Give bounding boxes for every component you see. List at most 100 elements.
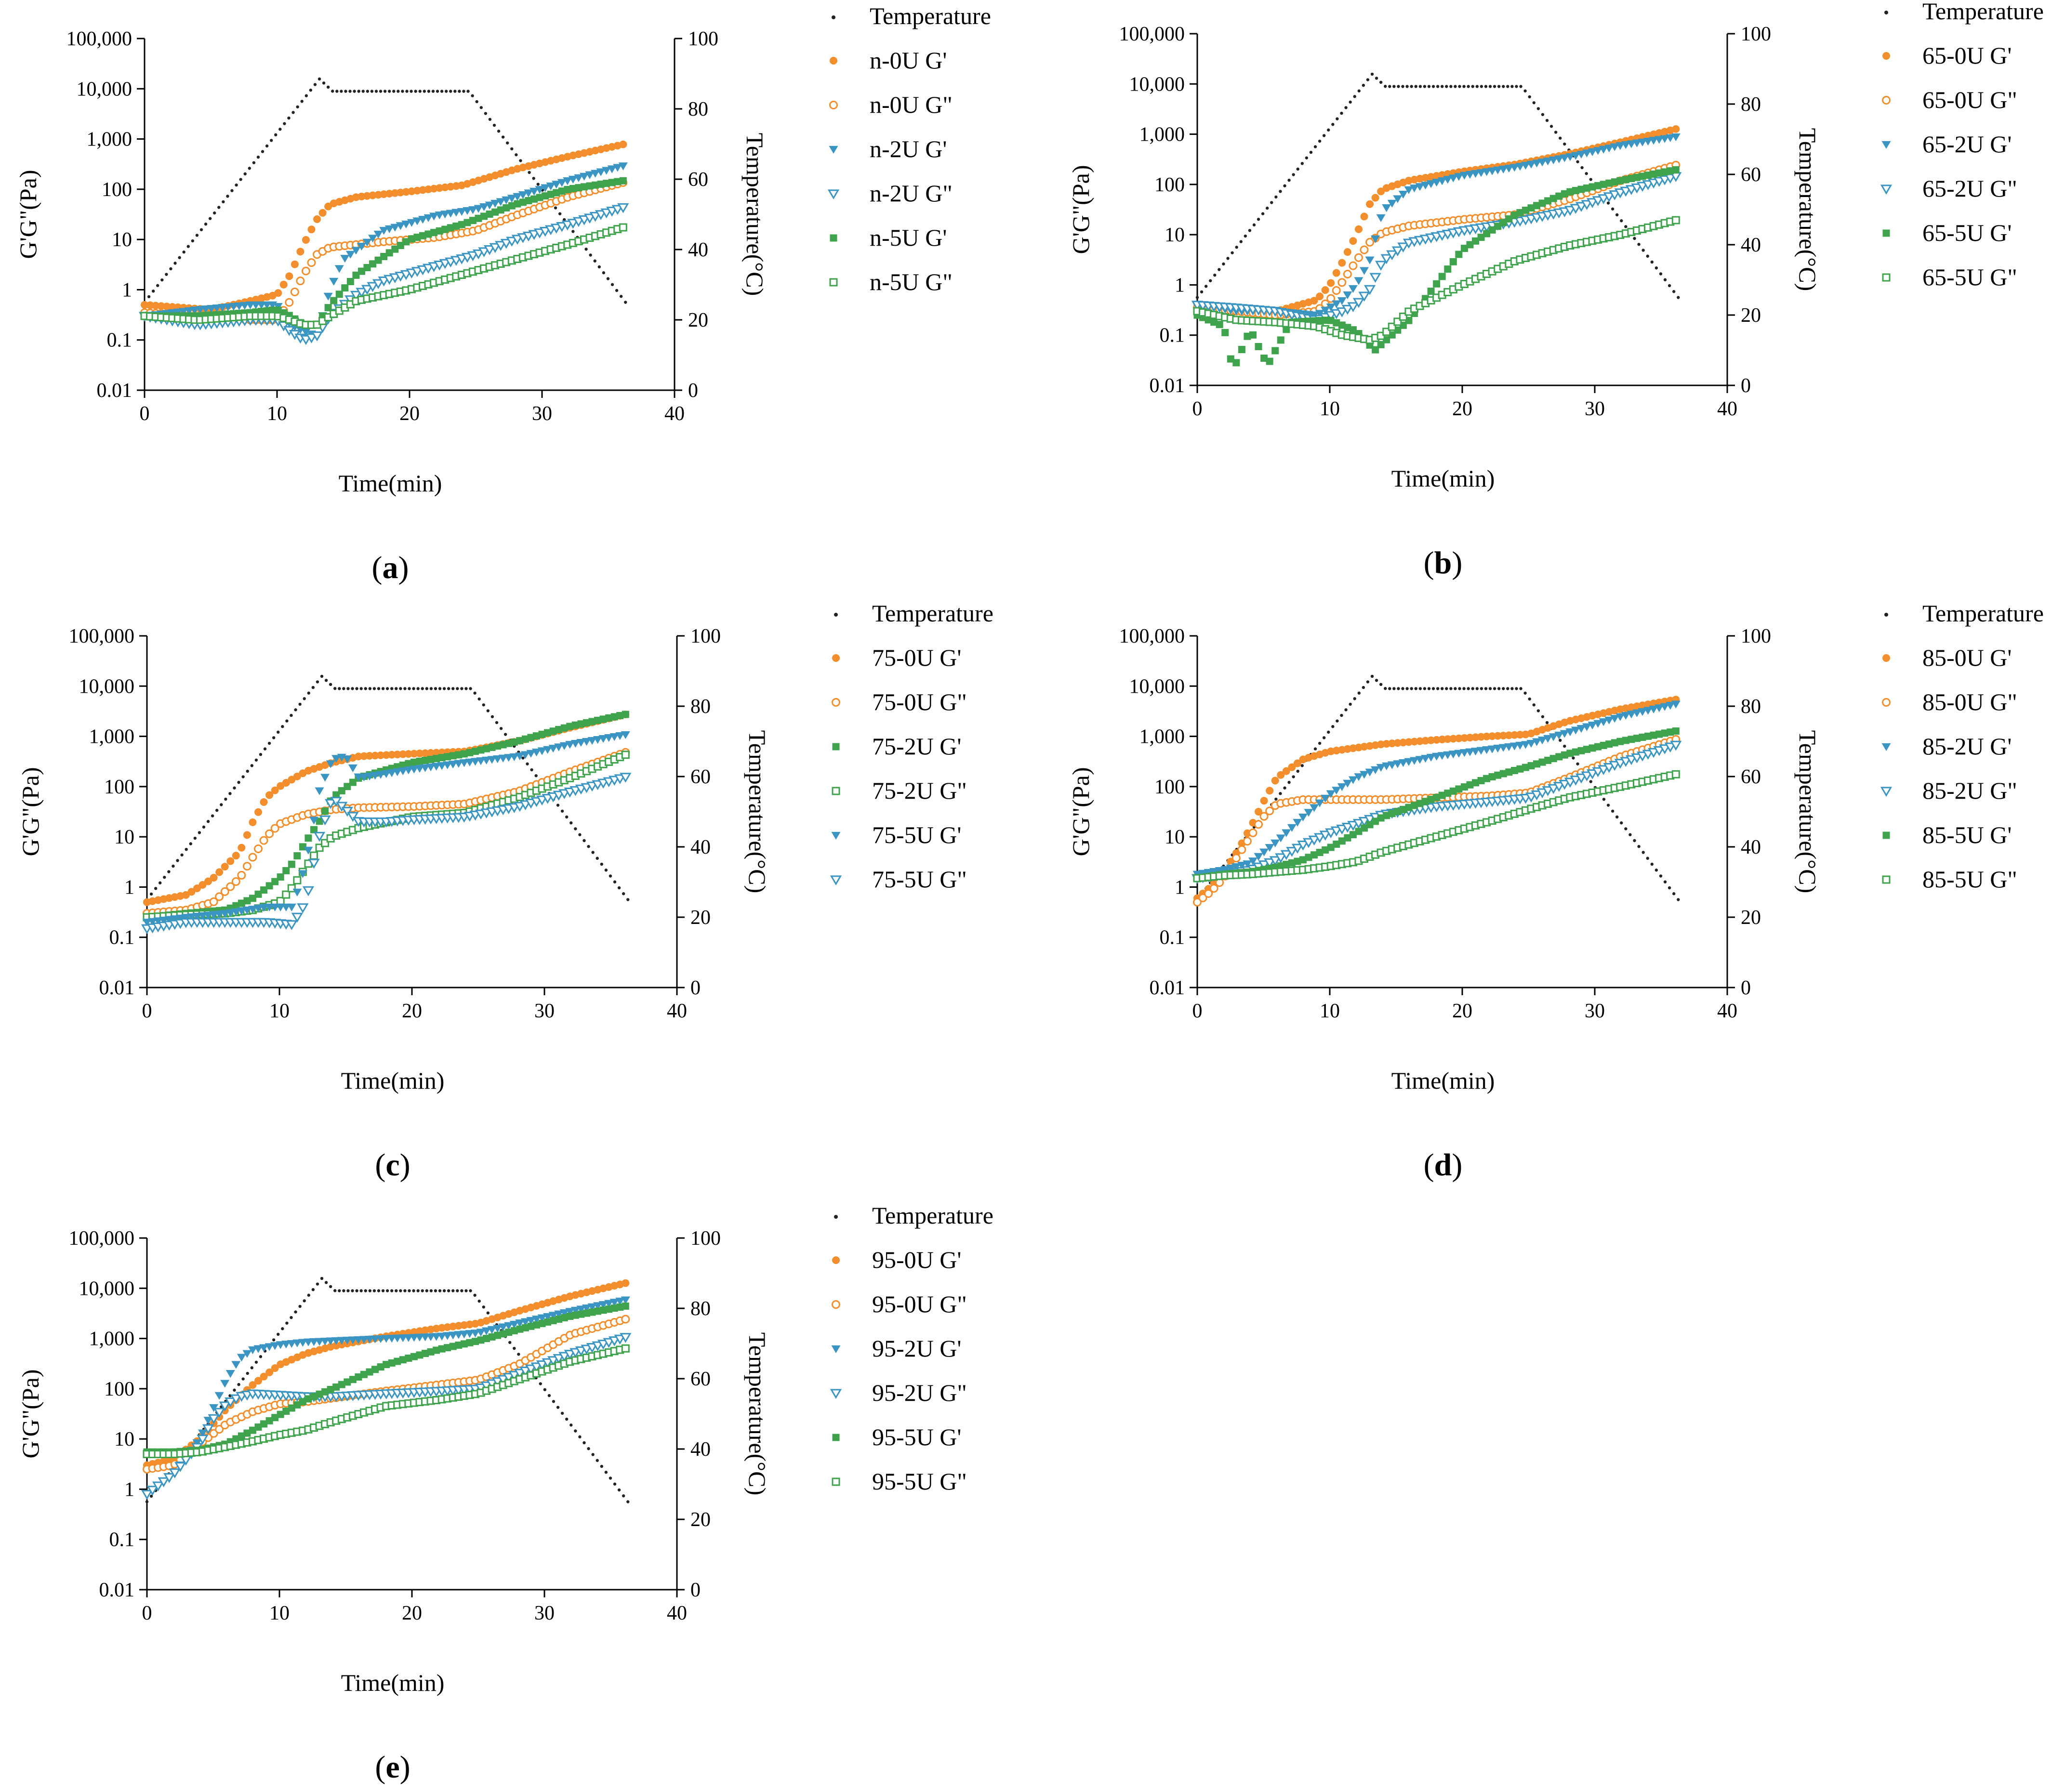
data-point [307,258,316,267]
temperature-point [1628,833,1632,836]
temperature-point [395,1289,398,1292]
data-point [1604,145,1614,153]
temperature-point [492,123,496,127]
data-point [421,749,429,757]
series-85-5u-g- [1193,770,1680,883]
temperature-point [1519,85,1522,88]
data-point [1477,777,1485,785]
data-point [271,786,279,794]
y-left-tick-label: 100,000 [1119,23,1185,45]
data-point [365,773,374,781]
data-point [465,1330,475,1338]
data-point [265,791,274,799]
x-tick-label: 40 [1717,398,1737,420]
data-point [372,279,384,290]
legend-label: 85-5U G" [1922,866,2017,893]
data-point [336,802,348,812]
data-point [559,1309,569,1318]
data-point [1655,169,1663,177]
data-point [571,1311,579,1319]
data-point [1377,187,1385,196]
data-point [1322,846,1329,854]
panel-label: (e) [375,1750,410,1785]
data-point [437,762,447,770]
data-point [1633,173,1641,181]
temperature-point [290,713,293,717]
data-point [281,1341,291,1349]
data-point [476,1329,486,1337]
temperature-point [617,1488,621,1492]
data-point [319,815,331,826]
legend-label: 65-0U G" [1922,86,2017,113]
legend-label: 95-5U G" [872,1468,967,1495]
temperature-point [1427,85,1431,88]
temperature-point [322,81,326,85]
data-point [465,758,475,766]
x-tick-label: 30 [1585,398,1605,420]
temperature-point [1536,709,1540,712]
temperature-point [1222,262,1225,266]
data-point [427,756,435,764]
temperature-point [1344,106,1348,109]
data-point [1622,737,1629,744]
x-tick-label: 30 [534,1000,555,1022]
legend-marker [830,1389,842,1399]
data-point [1672,727,1680,735]
data-point [558,1352,570,1362]
data-point [455,751,463,759]
temperature-point [484,112,488,115]
data-point [1639,733,1646,741]
data-point [1210,318,1218,326]
temperature-point [473,691,477,695]
temperature-point [283,122,286,125]
data-point [290,288,299,297]
temperature-point [208,217,212,220]
data-point [1294,857,1301,865]
data-point [1616,177,1624,184]
data-point [1276,834,1285,843]
temperature-point [1523,691,1527,695]
data-point [1561,190,1568,198]
temperature-point [490,715,494,718]
data-point [1365,256,1375,264]
data-point [427,1348,435,1356]
data-point [356,288,368,298]
data-point [1494,732,1502,740]
data-point [1237,845,1246,854]
data-point [521,735,529,743]
data-point [1399,738,1407,747]
data-point [1266,787,1274,795]
temperature-point [149,1494,153,1498]
y-axis-left-label: G'G"(Pa) [1067,165,1094,254]
data-point [1549,156,1558,165]
data-point [363,192,371,200]
data-point [299,843,306,851]
data-point [1460,245,1468,252]
legend-label: n-0U G' [870,47,947,74]
data-point [602,167,611,175]
temperature-point [558,212,562,215]
data-point [582,1309,590,1317]
data-point [1526,160,1536,169]
data-point [430,229,438,237]
temperature-point [145,1500,149,1503]
temperature-point [173,262,177,265]
data-point [1565,153,1575,161]
temperature-point [622,1494,625,1498]
temperature-point [357,90,360,93]
data-point [1371,766,1380,774]
data-point [1360,212,1368,221]
data-point [1341,304,1353,315]
data-point [622,1302,629,1310]
temperature-point [230,189,234,192]
data-point [340,255,350,263]
data-point [1372,346,1379,354]
data-point [410,750,418,758]
data-point [260,798,268,806]
temperature-point [204,223,208,226]
data-point [1660,135,1669,143]
data-point [1437,752,1447,760]
data-point [254,844,263,854]
temperature-point [1379,80,1383,84]
temperature-point [344,90,347,93]
